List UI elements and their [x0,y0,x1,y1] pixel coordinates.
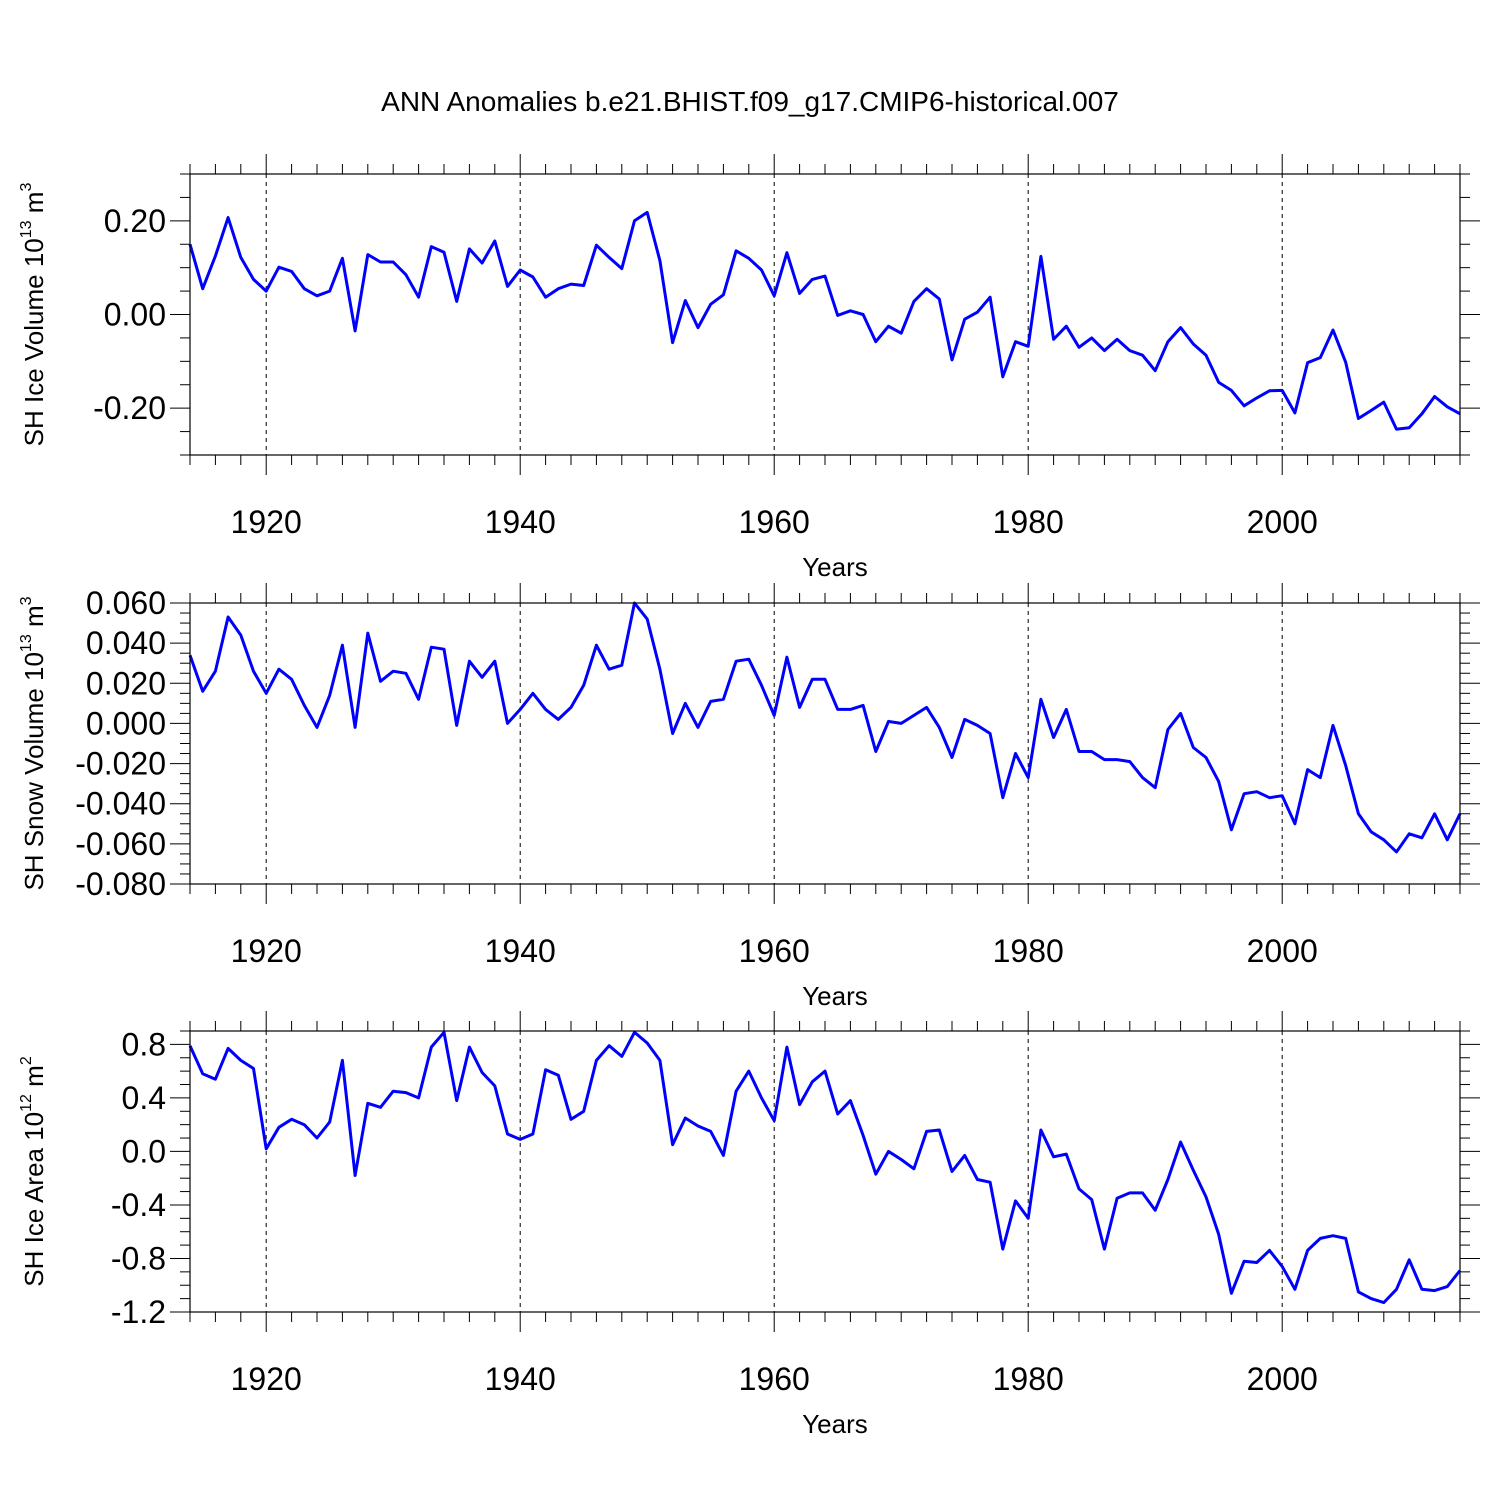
x-tick-label: 1920 [231,504,302,540]
y-axis-label: SH Snow Volume 1013 m3 [18,596,49,890]
y-tick-label: -0.080 [75,866,166,902]
x-tick-label: 1940 [485,1361,556,1397]
panels: -0.20 0.00 0.20 1920 1940 1960 1980 2000 Years SH… [18,154,1480,1439]
y-tick-label: -0.20 [93,390,166,426]
y-tick-label: -0.040 [75,786,166,822]
x-tick-label: 2000 [1247,1361,1318,1397]
y-tick-label: 0.060 [86,585,166,621]
x-tick-label: 1940 [485,504,556,540]
y-tick-label: -1.2 [111,1294,166,1330]
y-tick-label: 0.20 [104,203,166,239]
y-tick-label: 0.000 [86,705,166,741]
x-axis-label: Years [802,552,868,582]
plot-frame [189,1030,1461,1313]
y-tick-label: -0.020 [75,746,166,782]
y-tick-label: 0.020 [86,665,166,701]
series-line [188,601,1462,854]
x-tick-label: 1980 [993,504,1064,540]
x-tick-label: 1960 [739,504,810,540]
y-tick-label: -0.8 [111,1240,166,1276]
x-tick-label: 1980 [993,1361,1064,1397]
y-tick-label: -0.060 [75,826,166,862]
x-axis-label: Years [802,1409,868,1439]
x-tick-label: 1980 [993,933,1064,969]
y-tick-label: 0.040 [86,625,166,661]
series-line [188,210,1461,431]
y-tick-label: 0.0 [122,1133,166,1169]
y-axis-label: SH Ice Area 1012 m2 [18,1056,49,1287]
x-tick-label: 2000 [1247,504,1318,540]
x-tick-label: 1920 [231,1361,302,1397]
x-axis-label: Years [802,981,868,1011]
panel-ice-area: -1.2 -0.8 -0.4 0.0 0.4 0.8 1920 1940 1960 1980 200… [18,1011,1480,1439]
figure-title: ANN Anomalies b.e21.BHIST.f09_g17.CMIP6-… [381,86,1119,117]
x-tick-label: 1920 [231,933,302,969]
x-tick-label: 1940 [485,933,556,969]
x-tick-label: 1960 [739,933,810,969]
panel-ice-volume: -0.20 0.00 0.20 1920 1940 1960 1980 2000 Years SH… [18,154,1480,582]
y-tick-label: 0.4 [122,1080,166,1116]
plot-frame [189,602,1461,885]
panel-snow-volume: -0.080 -0.060 -0.040 -0.020 0.000 0.020 0.040 0… [18,583,1480,1011]
x-tick-label: 2000 [1247,933,1318,969]
y-tick-label: -0.4 [111,1187,166,1223]
series-line [188,1030,1462,1305]
y-tick-label: 0.8 [122,1026,166,1062]
y-tick-label: 0.00 [104,297,166,333]
plot-frame [189,173,1461,456]
x-tick-label: 1960 [739,1361,810,1397]
y-axis-label: SH Ice Volume 1013 m3 [18,183,49,447]
